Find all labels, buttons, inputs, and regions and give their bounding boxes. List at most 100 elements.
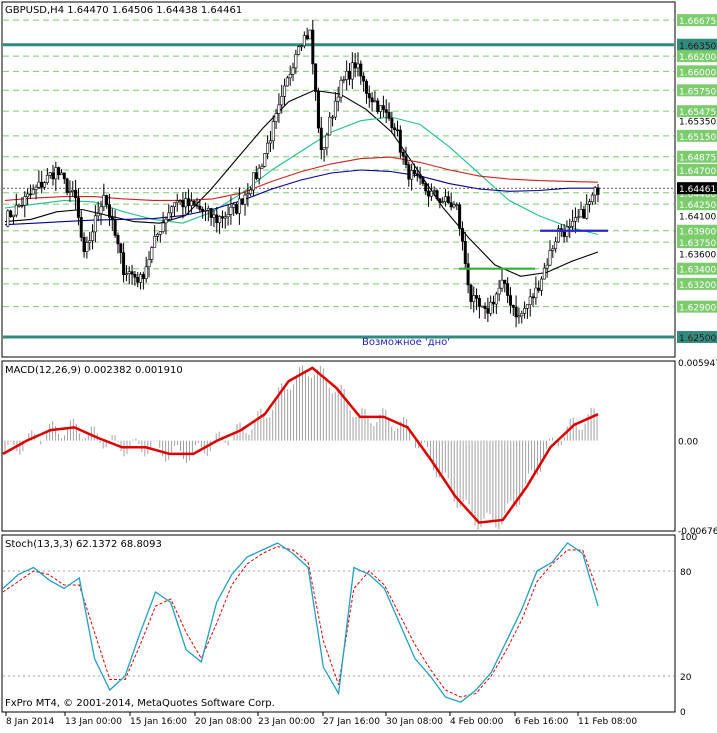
candle-body <box>497 287 501 295</box>
moving-average-line <box>4 169 598 226</box>
candle-body <box>116 235 120 245</box>
candle-body <box>418 174 422 179</box>
candle-body <box>62 172 66 180</box>
price-level-label: 1.66000 <box>679 68 716 78</box>
candle-body <box>235 204 239 214</box>
price-axis-tick: 1.66350 <box>679 42 716 52</box>
candle-body <box>500 279 504 289</box>
candle-body <box>232 204 236 208</box>
candle-body <box>305 35 309 40</box>
candle-body <box>446 196 450 203</box>
candle-body <box>17 204 21 207</box>
price-level-label-bg <box>677 38 717 51</box>
price-level-label-bg <box>677 105 717 118</box>
candle-body <box>212 214 216 218</box>
price-axis-tick: 1.62500 <box>679 334 716 344</box>
price-level-label: 1.62500 <box>679 334 716 344</box>
candle-body <box>93 215 97 233</box>
candle-body <box>195 204 199 207</box>
candle-body <box>206 208 210 211</box>
candle-body <box>23 196 27 206</box>
price-level-label-bg <box>677 224 717 237</box>
price-level-label-bg <box>677 84 717 97</box>
candle-body <box>336 96 340 102</box>
candle-body <box>489 301 493 314</box>
candle-body <box>460 228 464 242</box>
candle-body <box>311 29 315 65</box>
price-level-label: 1.63900 <box>679 228 716 238</box>
macd-axis-tick: 0.00 <box>678 438 698 448</box>
candle-body <box>271 121 275 142</box>
candle-body <box>531 296 535 299</box>
candle-body <box>203 209 207 212</box>
candle-body <box>302 35 306 47</box>
candle-body <box>511 304 515 308</box>
candle-body <box>384 109 388 113</box>
candle-body <box>325 134 329 148</box>
candle-body <box>585 204 589 219</box>
candle-body <box>404 155 408 165</box>
price-level-label-bg <box>677 198 717 211</box>
candle-body <box>26 193 30 198</box>
candle-body <box>350 62 354 80</box>
candle-body <box>579 208 583 218</box>
stoch-axis-tick: 80 <box>680 568 692 578</box>
candle-body <box>424 183 428 192</box>
time-axis-label: 6 Feb 16:00 <box>515 717 569 727</box>
price-level-label: 1.65150 <box>679 133 716 143</box>
candle-body <box>333 100 337 118</box>
candle-body <box>506 283 510 296</box>
price-level-label: 1.62900 <box>679 304 716 314</box>
candle-body <box>525 304 529 309</box>
macd-pane-frame <box>1 360 676 532</box>
candle-body <box>51 172 55 180</box>
candle-body <box>189 200 193 206</box>
candle-body <box>517 315 521 318</box>
candle-body <box>127 271 131 274</box>
candle-body <box>542 267 546 280</box>
candle-body <box>486 308 490 314</box>
candle-body <box>480 305 484 308</box>
candle-body <box>124 273 128 276</box>
price-pane: 1.66350 1.62500 1.66675 1.66200 1.66000 1.657… <box>1 1 717 358</box>
price-level-label-bg <box>677 262 717 275</box>
current-price-label: 1.64461 <box>679 185 716 195</box>
macd-pane: 0.005947 0.00 -0.006762 MACD(12,26,9) 0.00… <box>1 359 717 537</box>
price-axis-tick: 1.65350 <box>679 118 716 128</box>
candle-body <box>82 236 86 252</box>
candle-body <box>192 200 196 206</box>
candle-body <box>528 296 532 305</box>
level-lines <box>3 19 674 339</box>
bottom-annotation: Возможное 'дно' <box>362 337 450 348</box>
candle-body <box>85 242 89 252</box>
candle-body <box>353 62 357 69</box>
candle-body <box>139 274 143 283</box>
price-level-label-bg <box>677 65 717 78</box>
candle-body <box>472 295 476 302</box>
candle-body <box>503 279 507 284</box>
candle-body <box>37 181 41 188</box>
candles <box>6 19 600 328</box>
candle-body <box>249 189 253 195</box>
candle-body <box>441 201 445 203</box>
candle-body <box>74 189 78 199</box>
price-level-label-bg <box>677 129 717 142</box>
candle-body <box>545 264 549 269</box>
candle-body <box>429 190 433 197</box>
candle-body <box>339 79 343 98</box>
candle-body <box>260 166 264 169</box>
time-axis-label: 13 Jan 00:00 <box>65 717 122 727</box>
candle-body <box>266 142 270 154</box>
candle-body <box>229 206 233 215</box>
candle-body <box>119 243 123 253</box>
candle-body <box>435 190 439 200</box>
price-level-label: 1.64875 <box>679 154 716 164</box>
candle-body <box>331 116 335 119</box>
candle-body <box>322 147 326 150</box>
candle-body <box>452 204 456 208</box>
candle-body <box>390 118 394 129</box>
candle-body <box>571 220 575 227</box>
candle-body <box>113 219 117 236</box>
